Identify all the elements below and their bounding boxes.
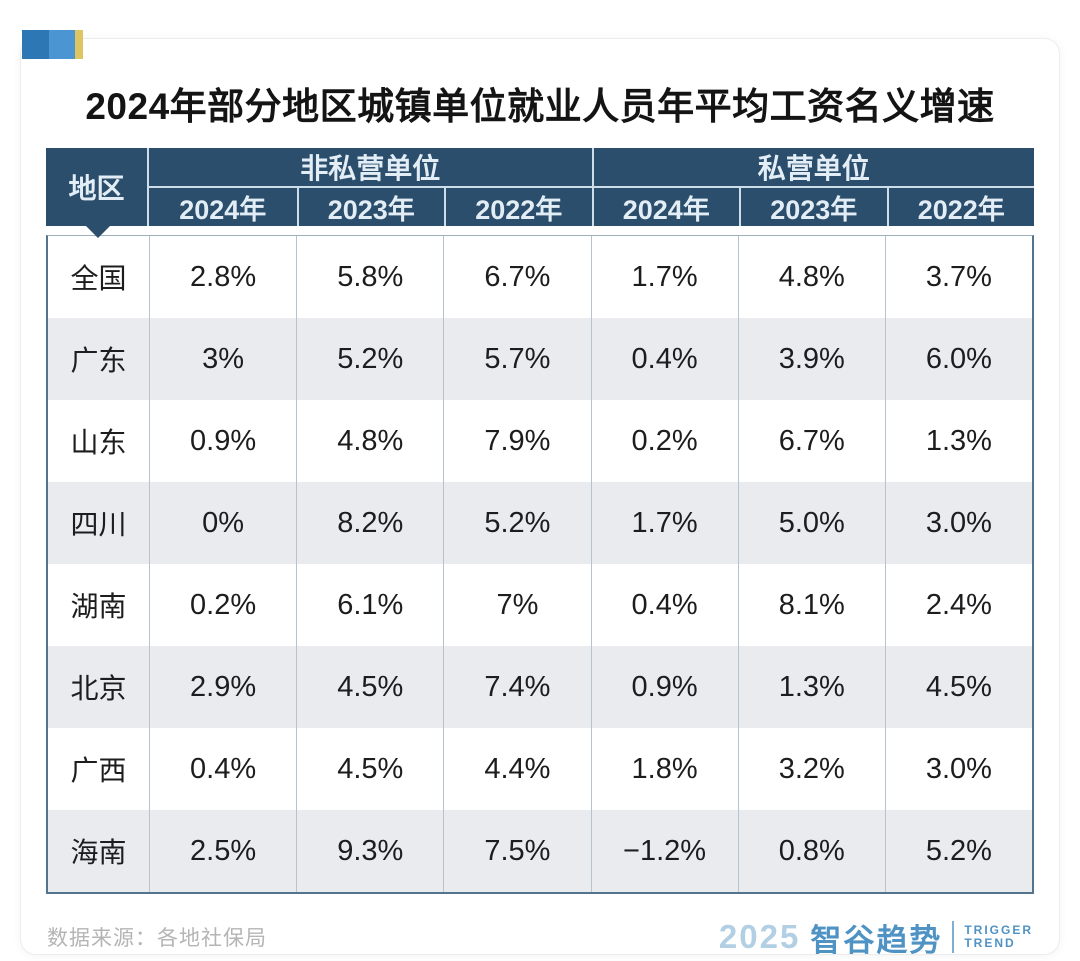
value-cell: 8.1% bbox=[737, 564, 885, 646]
brand-name-en: TRIGGER TREND bbox=[964, 924, 1033, 950]
table-row: 北京 2.9% 4.5% 7.4% 0.9% 1.3% 4.5% bbox=[48, 646, 1032, 728]
value-cell: 1.7% bbox=[590, 482, 738, 564]
wage-growth-table: 地区 非私营单位 私营单位 2024年 2023年 2022年 2024年 20… bbox=[46, 148, 1034, 894]
value-cell: −1.2% bbox=[590, 810, 738, 892]
region-cell: 广东 bbox=[70, 345, 127, 376]
brand-divider bbox=[952, 921, 955, 953]
region-cell: 山东 bbox=[70, 427, 127, 458]
value-cell: 0.8% bbox=[737, 810, 885, 892]
value-cell: 2.5% bbox=[149, 810, 296, 892]
region-cell: 全国 bbox=[70, 263, 127, 294]
value-cell: 7.9% bbox=[443, 400, 590, 482]
region-cell: 北京 bbox=[70, 673, 127, 704]
table-row: 湖南 0.2% 6.1% 7% 0.4% 8.1% 2.4% bbox=[48, 564, 1032, 646]
table-row: 广东 3% 5.2% 5.7% 0.4% 3.9% 6.0% bbox=[48, 318, 1032, 400]
value-cell: 2.9% bbox=[149, 646, 296, 728]
value-cell: 0.4% bbox=[149, 728, 296, 810]
dark-blue-square-icon bbox=[22, 30, 49, 59]
table-body: 全国 2.8% 5.8% 6.7% 1.7% 4.8% 3.7% 广东 3% 5… bbox=[46, 235, 1034, 894]
logo-mark-icon bbox=[22, 30, 83, 59]
header-year: 2023年 bbox=[296, 188, 445, 226]
page-title: 2024年部分地区城镇单位就业人员年平均工资名义增速 bbox=[85, 86, 995, 127]
value-cell: 0.2% bbox=[149, 564, 296, 646]
value-cell: 4.5% bbox=[884, 646, 1032, 728]
table-row: 海南 2.5% 9.3% 7.5% −1.2% 0.8% 5.2% bbox=[48, 810, 1032, 892]
value-cell: 8.2% bbox=[296, 482, 443, 564]
brand-year: 2025 bbox=[718, 918, 801, 955]
value-cell: 2.4% bbox=[884, 564, 1032, 646]
region-cell: 四川 bbox=[70, 509, 127, 540]
table-row: 四川 0% 8.2% 5.2% 1.7% 5.0% 3.0% bbox=[48, 482, 1032, 564]
value-cell: 0.2% bbox=[590, 400, 738, 482]
value-cell: 5.2% bbox=[884, 810, 1032, 892]
value-cell: 7.5% bbox=[443, 810, 590, 892]
value-cell: 4.5% bbox=[296, 728, 443, 810]
value-cell: 9.3% bbox=[296, 810, 443, 892]
value-cell: 1.3% bbox=[884, 400, 1032, 482]
brand-name-cn: 智谷趋势 bbox=[810, 922, 943, 958]
value-cell: 6.7% bbox=[443, 236, 590, 318]
header-region: 地区 bbox=[46, 148, 149, 226]
light-blue-square-icon bbox=[49, 30, 75, 59]
table-row: 广西 0.4% 4.5% 4.4% 1.8% 3.2% 3.0% bbox=[48, 728, 1032, 810]
value-cell: 1.8% bbox=[590, 728, 738, 810]
header-year: 2022年 bbox=[444, 188, 592, 226]
header-year: 2022年 bbox=[886, 188, 1035, 226]
value-cell: 7.4% bbox=[443, 646, 590, 728]
value-cell: 1.3% bbox=[737, 646, 885, 728]
value-cell: 3.0% bbox=[884, 482, 1032, 564]
value-cell: 3.9% bbox=[737, 318, 885, 400]
value-cell: 6.7% bbox=[737, 400, 885, 482]
header-pointer-triangle-icon bbox=[86, 226, 110, 238]
value-cell: 4.4% bbox=[443, 728, 590, 810]
brand-en-line2: TREND bbox=[964, 936, 1016, 950]
value-cell: 2.8% bbox=[149, 236, 296, 318]
value-cell: 5.0% bbox=[737, 482, 885, 564]
footer: 数据来源：各地社保局 2025 智谷趋势 TRIGGER TREND bbox=[47, 915, 1033, 959]
header-year: 2023年 bbox=[739, 188, 887, 226]
value-cell: 3.2% bbox=[737, 728, 885, 810]
table-row: 全国 2.8% 5.8% 6.7% 1.7% 4.8% 3.7% bbox=[48, 236, 1032, 318]
yellow-stripe-icon bbox=[75, 30, 83, 59]
value-cell: 3.0% bbox=[884, 728, 1032, 810]
value-cell: 4.8% bbox=[296, 400, 443, 482]
region-cell: 海南 bbox=[70, 837, 127, 868]
infographic-card: 2024年部分地区城镇单位就业人员年平均工资名义增速 地区 非私营单位 私营单位… bbox=[20, 38, 1060, 958]
header-group-private: 私营单位 bbox=[591, 148, 1034, 188]
value-cell: 4.8% bbox=[737, 236, 885, 318]
header-group-nonprivate: 非私营单位 bbox=[149, 148, 592, 188]
value-cell: 0.9% bbox=[590, 646, 738, 728]
value-cell: 5.8% bbox=[296, 236, 443, 318]
value-cell: 3% bbox=[149, 318, 296, 400]
value-cell: 0.4% bbox=[590, 564, 738, 646]
region-cell: 湖南 bbox=[70, 591, 127, 622]
value-cell: 6.1% bbox=[296, 564, 443, 646]
value-cell: 1.7% bbox=[590, 236, 738, 318]
value-cell: 0.9% bbox=[149, 400, 296, 482]
region-cell: 广西 bbox=[70, 755, 127, 786]
value-cell: 0.4% bbox=[590, 318, 738, 400]
value-cell: 0% bbox=[149, 482, 296, 564]
value-cell: 5.7% bbox=[443, 318, 590, 400]
value-cell: 5.2% bbox=[296, 318, 443, 400]
value-cell: 4.5% bbox=[296, 646, 443, 728]
value-cell: 7% bbox=[443, 564, 590, 646]
header-year: 2024年 bbox=[179, 194, 267, 225]
brand-logo: 2025 智谷趋势 TRIGGER TREND bbox=[719, 915, 1033, 960]
value-cell: 3.7% bbox=[884, 236, 1032, 318]
value-cell: 6.0% bbox=[884, 318, 1032, 400]
header-year: 2024年 bbox=[591, 188, 740, 226]
data-source-note: 数据来源：各地社保局 bbox=[47, 927, 267, 950]
table-header: 地区 非私营单位 私营单位 2024年 2023年 2022年 2024年 20… bbox=[46, 148, 1034, 226]
table-row: 山东 0.9% 4.8% 7.9% 0.2% 6.7% 1.3% bbox=[48, 400, 1032, 482]
brand-en-line1: TRIGGER bbox=[964, 923, 1033, 937]
value-cell: 5.2% bbox=[443, 482, 590, 564]
